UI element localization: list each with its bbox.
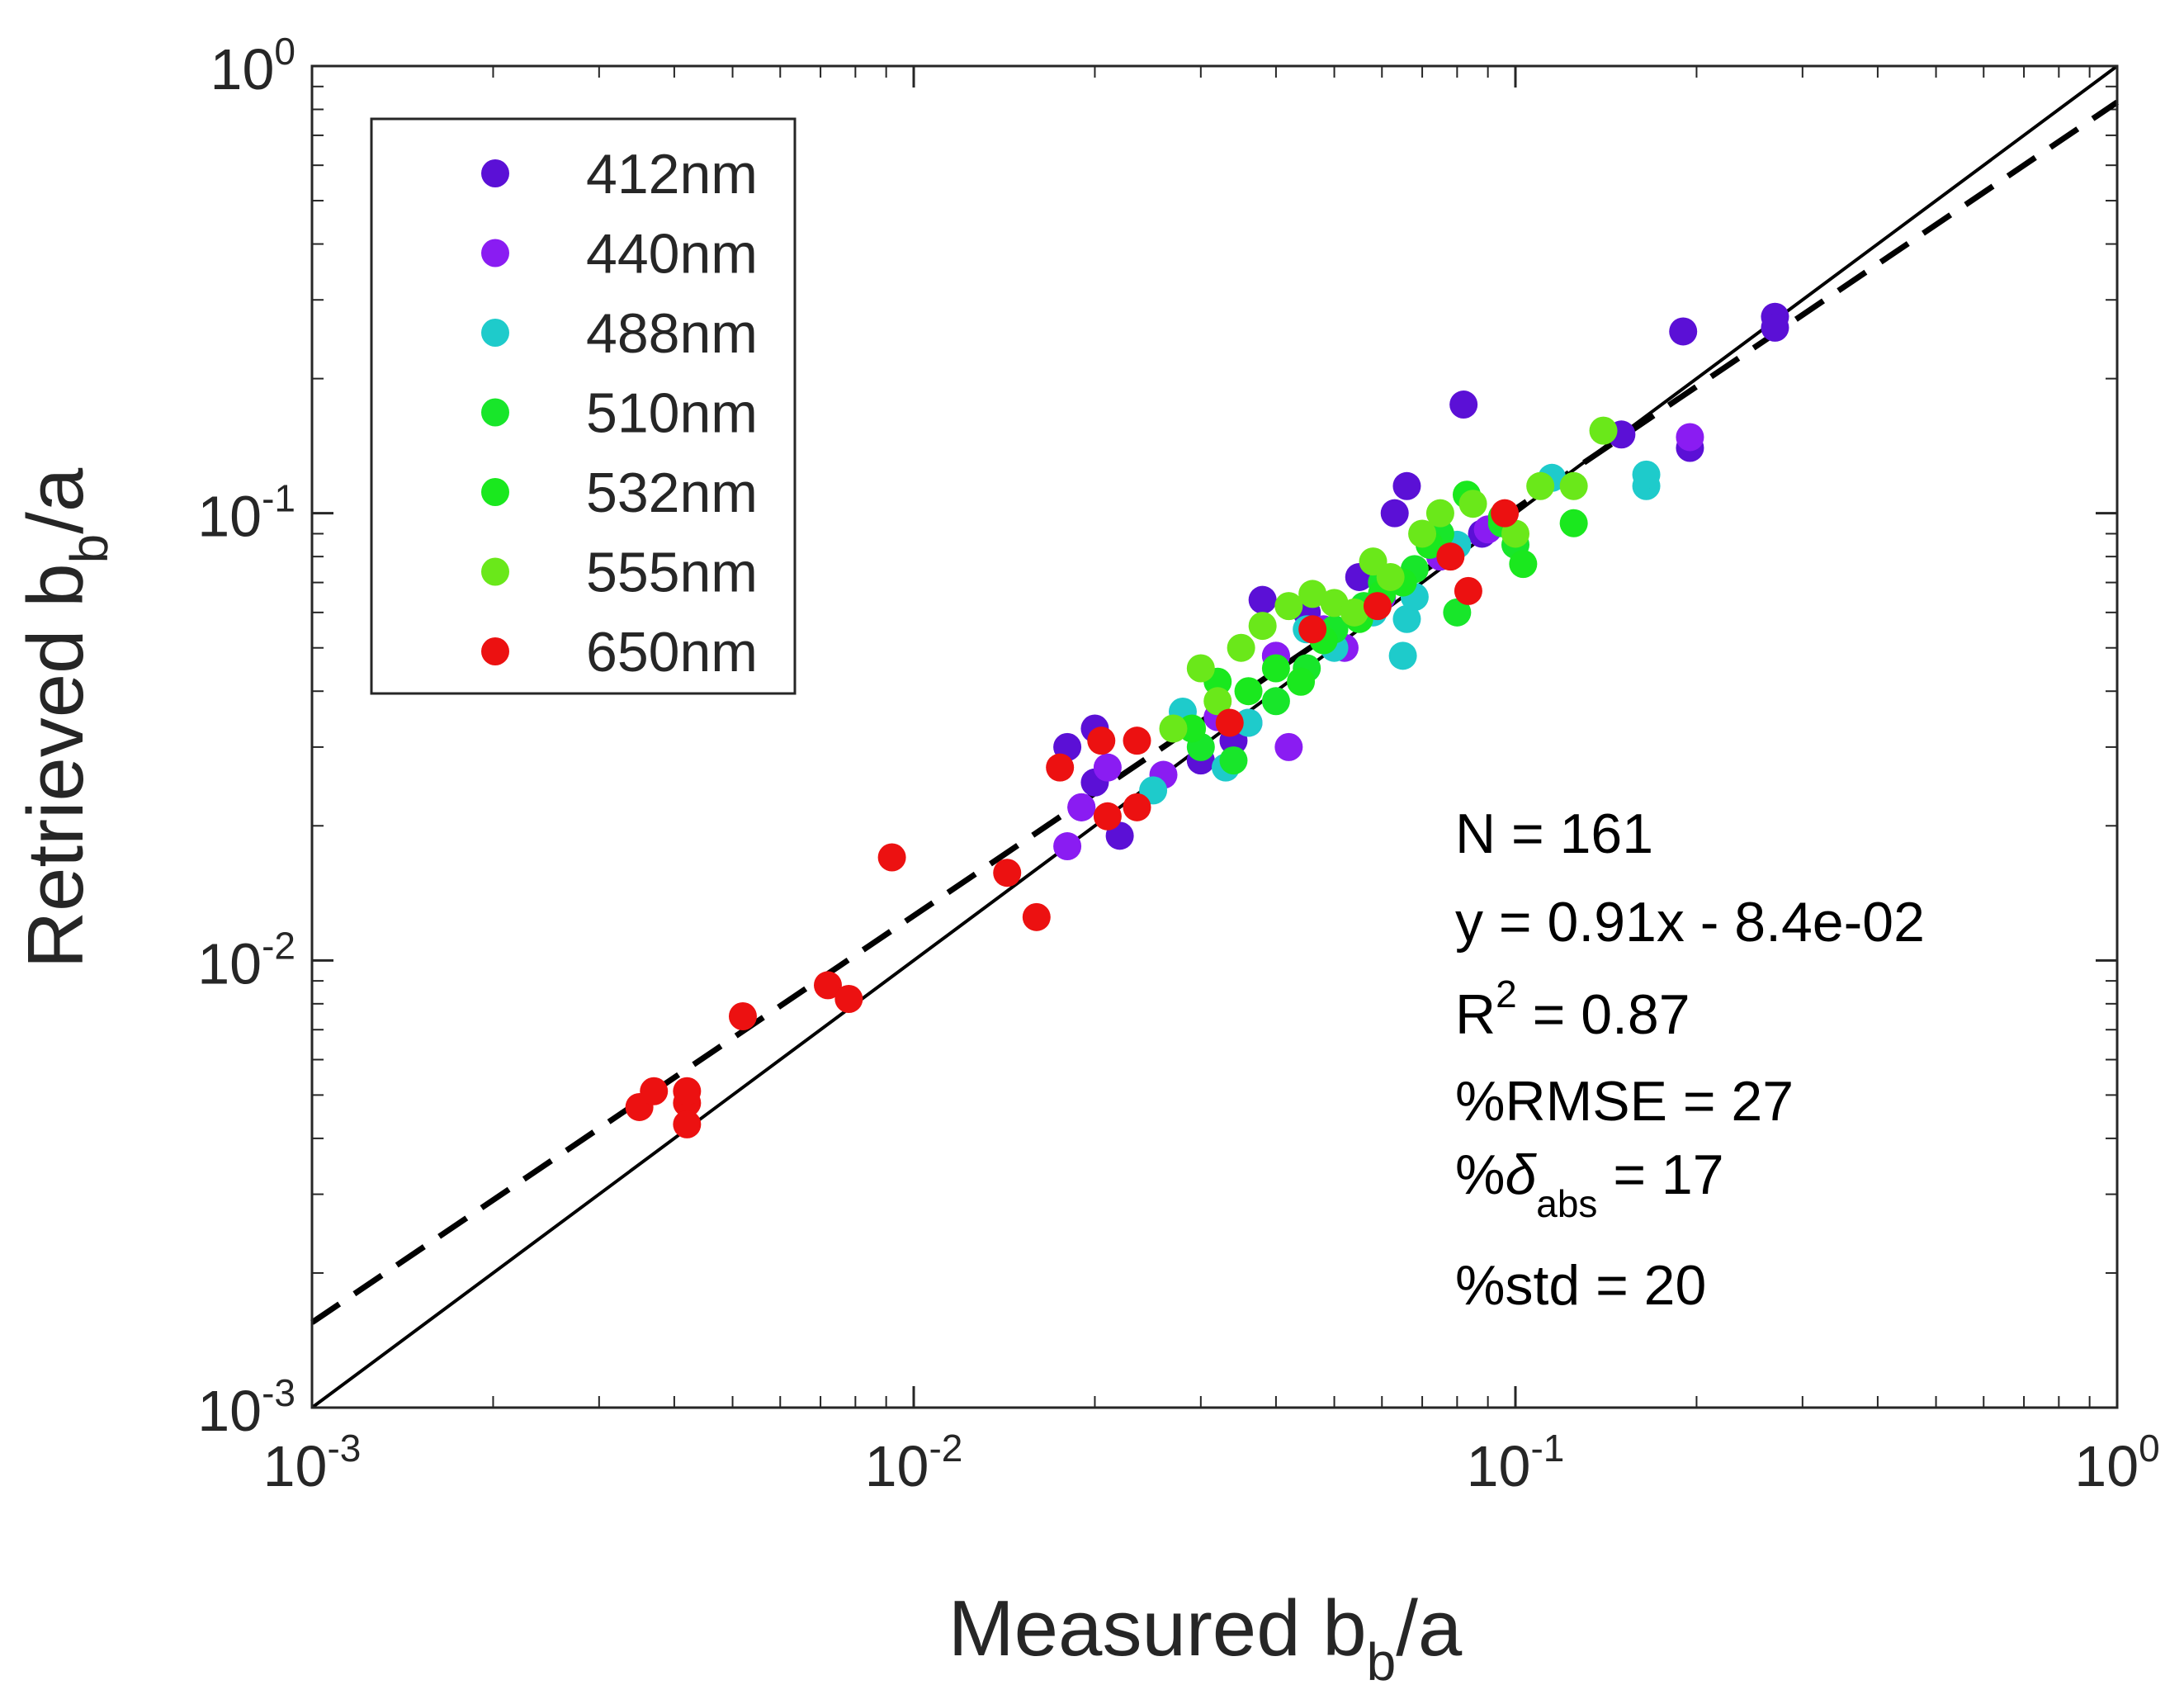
data-point (1298, 580, 1327, 608)
data-point (1443, 598, 1472, 627)
data-point (1186, 654, 1215, 683)
data-point (1274, 732, 1303, 761)
legend-marker (481, 637, 509, 665)
data-point (1559, 471, 1588, 500)
data-point (1392, 471, 1421, 500)
data-point (1215, 708, 1244, 737)
legend-marker (481, 478, 509, 506)
data-point (877, 843, 906, 872)
legend-label: 412nm (586, 143, 758, 206)
stat-r2: R2 = 0.87 (1455, 973, 1690, 1046)
legend-marker (481, 159, 509, 187)
legend-marker (481, 398, 509, 427)
data-point (1261, 687, 1290, 716)
stat-std: %std = 20 (1455, 1254, 1706, 1317)
data-point (1454, 576, 1482, 605)
x-tick-label: 100 (2074, 1427, 2159, 1498)
data-point (1234, 677, 1263, 706)
data-point (1053, 832, 1082, 861)
data-point (1093, 753, 1122, 782)
y-axis-title: Retrieved bb/a (12, 467, 119, 968)
data-point (1589, 416, 1618, 445)
data-point (1227, 633, 1255, 662)
data-point (1123, 727, 1151, 755)
data-point (1363, 592, 1392, 621)
data-point (1491, 499, 1520, 528)
data-point (1676, 423, 1704, 452)
data-point (1261, 654, 1290, 683)
data-point (1123, 793, 1151, 821)
data-point (1340, 598, 1369, 627)
data-point (1388, 641, 1417, 670)
y-tick-label: 10-1 (197, 477, 295, 549)
data-point (673, 1110, 702, 1138)
legend-box (370, 117, 797, 695)
data-point (1022, 902, 1051, 931)
x-axis-title: Measured bb/a (948, 1584, 1463, 1685)
y-tick-label: 10-3 (197, 1371, 295, 1443)
legend-label: 650nm (586, 621, 758, 684)
data-point (834, 985, 863, 1014)
data-point (1509, 550, 1538, 579)
legend-label: 440nm (586, 223, 758, 286)
series-555nm (1159, 416, 1618, 743)
data-point (1408, 519, 1437, 548)
stat-rmse: %RMSE = 27 (1455, 1070, 1794, 1133)
data-point (1274, 592, 1303, 621)
x-tick-labels: 10-3 10-2 10-1 100 (263, 1427, 2160, 1498)
legend-marker (481, 319, 509, 347)
stat-n: N = 161 (1455, 802, 1653, 865)
y-tick-labels: 10-3 10-2 10-1 100 (197, 30, 295, 1443)
legend-marker (481, 557, 509, 586)
data-point (673, 1077, 702, 1105)
data-point (1159, 714, 1188, 743)
y-tick-label: 100 (210, 30, 295, 102)
minor-ticks (312, 66, 2117, 1408)
data-point (728, 1002, 757, 1031)
data-point (1248, 585, 1277, 614)
data-point (1219, 746, 1248, 775)
legend-label: 555nm (586, 542, 758, 604)
data-point (1248, 612, 1277, 641)
data-point (1425, 499, 1454, 528)
legend: 412nm 440nm 488nm 510nm 532nm 555nm 650nm (370, 117, 797, 695)
data-point (1392, 604, 1421, 633)
data-point (1526, 471, 1555, 500)
data-point (1436, 542, 1465, 571)
data-points (625, 302, 1789, 1138)
data-point (1093, 802, 1122, 831)
legend-label: 532nm (586, 461, 758, 524)
plot-frame (310, 64, 2119, 1409)
y-tick-label: 10-2 (197, 924, 295, 996)
data-point (1632, 460, 1661, 489)
data-point (1298, 615, 1327, 644)
data-point (1067, 793, 1096, 821)
data-point (1559, 509, 1588, 537)
data-point (1376, 562, 1405, 591)
data-point (1761, 313, 1789, 342)
data-point (1046, 753, 1075, 782)
data-point (1449, 390, 1478, 419)
data-point (1087, 727, 1116, 755)
series-650nm (625, 499, 1520, 1138)
stats-annotation: N = 161 y = 0.91x - 8.4e-02 R2 = 0.87 %R… (1455, 802, 1925, 1317)
data-point (1458, 490, 1487, 518)
legend-label: 488nm (586, 302, 758, 365)
data-point (1669, 317, 1698, 346)
x-tick-label: 10-3 (263, 1427, 362, 1498)
identity-line (310, 64, 2119, 1409)
legend-marker (481, 239, 509, 267)
x-tick-label: 10-2 (865, 1427, 963, 1498)
x-tick-label: 10-1 (1467, 1427, 1565, 1498)
legend-label: 510nm (586, 382, 758, 445)
data-point (1380, 499, 1409, 528)
data-point (813, 971, 842, 1000)
data-point (993, 859, 1022, 887)
data-point (1203, 687, 1232, 716)
stat-equation: y = 0.91x - 8.4e-02 (1455, 891, 1925, 954)
stat-delta-abs: %δabs = 17 (1455, 1143, 1724, 1225)
data-point (640, 1077, 669, 1105)
data-point (1287, 667, 1316, 696)
